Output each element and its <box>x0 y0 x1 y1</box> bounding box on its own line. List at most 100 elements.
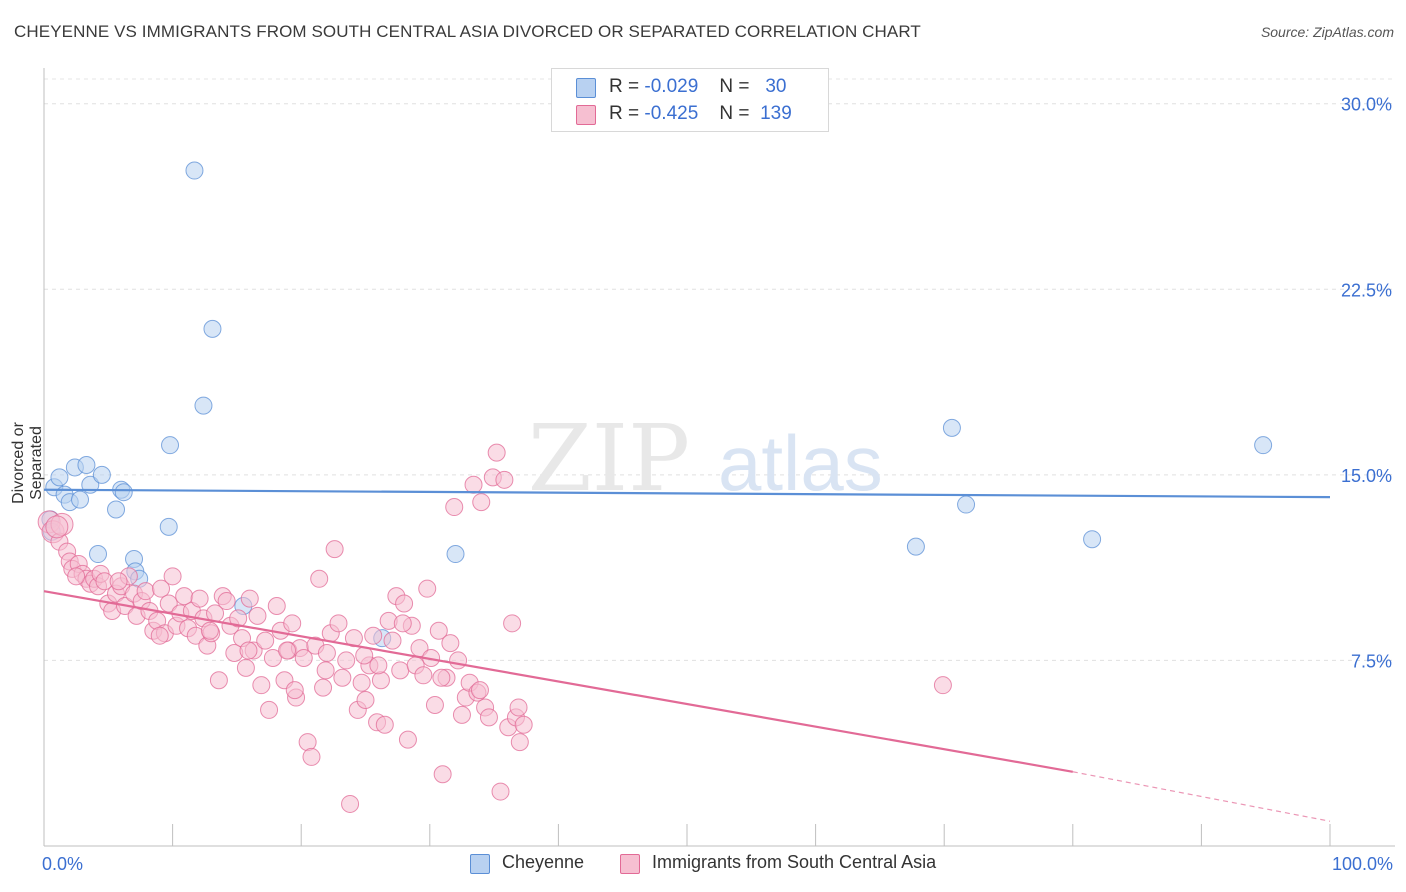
immigrants-point <box>433 765 452 784</box>
immigrants-point <box>175 587 194 606</box>
cheyenne-point <box>942 418 961 437</box>
immigrants-point <box>383 631 402 650</box>
y-tick-label: 22.5% <box>1341 280 1392 300</box>
immigrants-point <box>325 540 344 559</box>
legend-n-label: N = <box>719 103 750 124</box>
immigrants-point <box>240 589 259 608</box>
y-tick-label: 15.0% <box>1341 466 1392 486</box>
cheyenne-point <box>89 545 108 564</box>
immigrants-point <box>236 658 255 677</box>
y-axis-label: Divorced or Separated <box>10 422 45 504</box>
immigrants-point <box>190 589 209 608</box>
immigrants-point <box>278 641 297 660</box>
immigrants-point <box>495 470 514 489</box>
cheyenne-point <box>114 483 133 502</box>
immigrants-point <box>283 614 302 633</box>
cheyenne-point <box>161 436 180 455</box>
immigrants-point <box>248 606 267 625</box>
immigrants-point <box>229 609 248 628</box>
immigrants-point <box>333 668 352 687</box>
axes <box>43 68 1395 847</box>
cheyenne-point <box>1254 436 1273 455</box>
cheyenne-point <box>92 465 111 484</box>
immigrants-point <box>163 567 182 586</box>
watermark-atlas: atlas <box>718 419 883 507</box>
immigrants-point <box>414 666 433 685</box>
immigrants-point <box>298 733 317 752</box>
immigrants-point <box>285 681 304 700</box>
immigrants-point <box>294 648 313 667</box>
series-immigrants-points <box>37 443 952 813</box>
cheyenne-point <box>71 490 90 509</box>
immigrants-point <box>337 651 356 670</box>
legend-r-label: R = <box>609 76 640 97</box>
cheyenne-point <box>446 545 465 564</box>
immigrants-point <box>316 661 335 680</box>
legend-swatch-cheyenne <box>576 78 596 98</box>
immigrants-point <box>267 597 286 616</box>
cheyenne-point <box>194 396 213 415</box>
immigrants-point <box>432 668 451 687</box>
immigrants-point <box>503 614 522 633</box>
immigrants-point <box>393 614 412 633</box>
immigrants-point <box>355 646 374 665</box>
gridlines <box>44 78 1395 661</box>
legend-n-value-cheyenne: 30 <box>765 76 787 97</box>
immigrants-point <box>352 673 371 692</box>
immigrants-point <box>418 579 437 598</box>
immigrants-point <box>302 747 321 766</box>
immigrants-point <box>314 678 333 697</box>
immigrants-point <box>329 614 348 633</box>
immigrants-point <box>45 515 69 539</box>
immigrants-point <box>449 651 468 670</box>
legend-n-label: N = <box>719 76 750 97</box>
y-tick-label: 30.0% <box>1341 95 1392 115</box>
bottom-legend-label-cheyenne: Cheyenne <box>502 852 585 872</box>
immigrants-point <box>109 572 128 591</box>
cheyenne-point <box>159 517 178 536</box>
immigrants-point <box>452 705 471 724</box>
x-tick-label: 100.0% <box>1332 854 1393 874</box>
legend-r-value-cheyenne: -0.029 <box>644 76 699 97</box>
immigrants-point <box>479 708 498 727</box>
cheyenne-point <box>107 500 126 519</box>
immigrants-point <box>239 641 258 660</box>
cheyenne-point <box>50 468 69 487</box>
bottom-legend-label-immigrants: Immigrants from South Central Asia <box>652 852 937 872</box>
immigrants-point <box>395 594 414 613</box>
cheyenne-point <box>1083 530 1102 549</box>
immigrants-point <box>445 498 464 517</box>
immigrants-point <box>491 782 510 801</box>
immigrants-point <box>209 671 228 690</box>
trend-lines <box>43 488 1331 822</box>
cheyenne-point <box>77 455 96 474</box>
cheyenne-point <box>906 537 925 556</box>
legend-swatch-immigrants <box>576 105 596 125</box>
bottom-legend-swatch-immigrants <box>620 854 640 874</box>
cheyenne-point <box>203 319 222 338</box>
legend-n-value-immigrants: 139 <box>760 103 792 124</box>
immigrants-point <box>375 715 394 734</box>
immigrants-point <box>356 691 375 710</box>
immigrants-point <box>263 648 282 667</box>
tick-labels: 7.5% 15.0% 22.5% 30.0% 0.0% 100.0% <box>42 95 1393 874</box>
trend-line-cheyenne <box>43 488 1331 499</box>
chart-title: CHEYENNE VS IMMIGRANTS FROM SOUTH CENTRA… <box>14 22 921 41</box>
immigrants-point <box>472 493 491 512</box>
legend: R = -0.029 N = 30 R = -0.425 N = 139 <box>551 68 829 132</box>
bottom-legend-swatch-cheyenne <box>470 854 490 874</box>
legend-r-value-immigrants: -0.425 <box>644 103 699 124</box>
immigrants-point <box>510 733 529 752</box>
immigrants-point <box>509 698 528 717</box>
y-tick-label: 7.5% <box>1351 651 1392 671</box>
cheyenne-point <box>185 161 204 180</box>
immigrants-point <box>371 671 390 690</box>
immigrants-point <box>256 631 275 650</box>
immigrants-point <box>369 656 388 675</box>
immigrants-point <box>67 567 86 586</box>
immigrants-point <box>252 676 271 695</box>
source-label: Source: ZipAtlas.com <box>1260 24 1394 40</box>
immigrants-point <box>470 681 489 700</box>
immigrants-point <box>260 700 279 719</box>
